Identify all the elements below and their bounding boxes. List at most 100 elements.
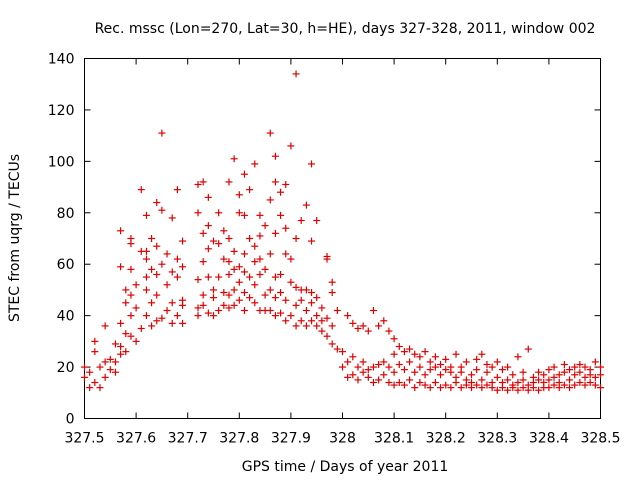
data-point: [235, 209, 243, 217]
data-point: [235, 296, 243, 304]
y-tick-label: 120: [48, 103, 75, 119]
data-point: [406, 345, 414, 353]
data-point: [240, 268, 248, 276]
data-point: [271, 273, 279, 281]
data-point: [297, 317, 305, 325]
data-point: [246, 273, 254, 281]
data-point: [282, 181, 290, 188]
data-point: [297, 217, 305, 224]
data-point: [519, 368, 527, 376]
data-point: [535, 368, 543, 376]
data-point: [390, 381, 398, 389]
data-point: [478, 376, 486, 384]
data-point: [266, 286, 274, 294]
data-point: [261, 265, 269, 273]
data-point: [106, 366, 114, 374]
data-point: [421, 381, 429, 389]
data-point: [240, 211, 248, 219]
data-point: [101, 322, 109, 330]
y-tick-label: 40: [57, 309, 75, 325]
data-point: [550, 381, 558, 389]
data-point: [86, 384, 94, 392]
data-point: [529, 373, 537, 381]
data-point: [364, 366, 372, 374]
data-point: [323, 314, 331, 322]
data-point: [421, 371, 429, 379]
data-point: [400, 381, 408, 389]
data-point: [328, 322, 336, 330]
data-point: [473, 366, 481, 374]
data-point: [462, 358, 470, 366]
data-point: [132, 337, 140, 345]
x-tick-label: 327.6: [116, 431, 156, 447]
data-point: [400, 348, 408, 356]
data-point: [550, 363, 558, 371]
data-point: [359, 322, 367, 330]
data-point: [339, 363, 346, 371]
data-point: [462, 376, 470, 384]
data-point: [179, 319, 187, 327]
data-point: [194, 181, 202, 188]
data-point: [230, 247, 238, 255]
data-point: [261, 222, 269, 230]
data-point: [127, 291, 135, 299]
data-point: [204, 222, 212, 230]
data-point: [566, 384, 574, 392]
data-point: [106, 355, 114, 363]
data-point: [225, 235, 233, 242]
data-point: [560, 361, 568, 368]
data-point: [514, 379, 522, 386]
data-point: [442, 355, 450, 363]
data-point: [179, 263, 187, 271]
data-point: [385, 327, 393, 335]
data-point: [122, 330, 130, 338]
data-point: [390, 368, 398, 376]
data-point: [153, 271, 161, 278]
data-point: [225, 258, 233, 266]
data-point: [328, 289, 336, 296]
data-point: [235, 263, 243, 271]
data-point: [194, 209, 202, 217]
data-point: [375, 376, 383, 384]
data-point: [498, 379, 506, 386]
data-point: [142, 255, 150, 263]
data-point: [292, 322, 300, 330]
data-point: [271, 178, 279, 186]
data-point: [230, 265, 238, 273]
data-point: [158, 314, 166, 322]
data-point: [173, 273, 181, 281]
data-point: [251, 160, 259, 168]
data-point: [359, 358, 367, 366]
data-point: [210, 286, 217, 294]
data-point: [452, 350, 460, 358]
data-point: [509, 381, 517, 389]
y-axis-ticks: 0 20 40 60 80 100 120 140: [48, 52, 601, 428]
data-point: [411, 368, 419, 376]
data-point: [111, 340, 119, 348]
data-point: [111, 358, 119, 366]
data-point: [318, 327, 326, 335]
data-point: [431, 379, 439, 386]
data-point: [483, 368, 491, 376]
data-point: [122, 299, 130, 307]
data-point: [586, 366, 594, 374]
data-point: [153, 199, 161, 206]
data-point: [380, 371, 388, 379]
data-point: [117, 263, 125, 271]
data-point: [271, 312, 279, 320]
data-point: [127, 332, 135, 340]
data-point: [308, 317, 316, 325]
data-point: [560, 381, 568, 389]
data-point: [173, 255, 181, 263]
data-point: [390, 350, 398, 358]
data-point: [215, 209, 223, 217]
data-point: [277, 289, 285, 296]
data-point: [519, 376, 527, 384]
data-point: [91, 348, 99, 356]
data-point: [442, 381, 450, 389]
data-point: [230, 155, 238, 163]
chart-title: Rec. mssc (Lon=270, Lat=30, h=HE), days …: [95, 21, 596, 37]
data-point: [468, 379, 475, 386]
data-point: [101, 358, 109, 366]
